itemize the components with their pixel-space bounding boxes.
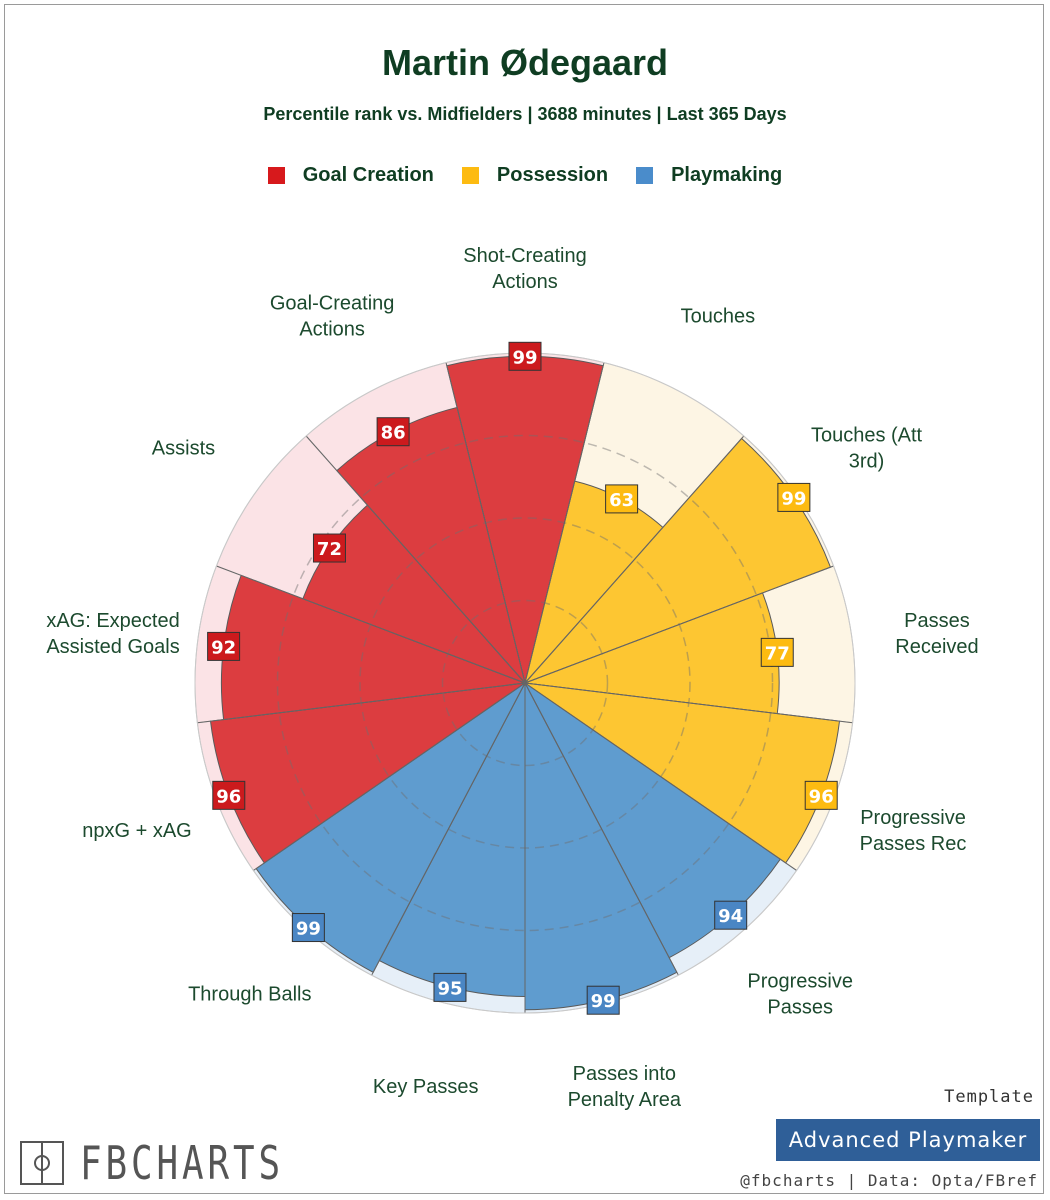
value-label-passes-received: 77 [765, 643, 790, 664]
category-label-touches-att-3rd: Touches (Att 3rd) [811, 424, 923, 472]
category-label-xag-expected-assisted-goals: xAG: Expected Assisted Goals [46, 610, 179, 658]
brand-text: FBCHARTS [80, 1136, 285, 1190]
value-label-key-passes: 95 [437, 978, 462, 999]
value-label-assists: 72 [317, 539, 342, 560]
separator-3 [524, 565, 834, 684]
separator-11 [216, 565, 526, 684]
legend-item-playmaking: Playmaking [636, 164, 782, 187]
separator-0 [445, 362, 526, 684]
value-label-goal-creating-actions: 86 [381, 423, 406, 444]
separator-2 [524, 435, 745, 684]
value-box-xag-expected-assisted-goals: 92 [207, 631, 241, 661]
value-box-progressive-passes-rec: 96 [804, 780, 838, 810]
value-box-assists: 72 [312, 533, 346, 563]
separator-8 [371, 682, 526, 976]
value-box-touches-att-3rd: 99 [777, 482, 811, 512]
legend-swatch-goal-creation [267, 167, 285, 184]
template-name-badge: Advanced Playmaker [776, 1119, 1040, 1161]
category-label-progressive-passes-rec: Progressive Passes Rec [860, 807, 967, 855]
separator-1 [524, 362, 605, 684]
category-label-passes-into-penalty-area: Passes into Penalty Area [568, 1063, 682, 1111]
category-label-key-passes: Key Passes [373, 1076, 479, 1098]
chart-title: Martin Ødegaard [381, 42, 669, 83]
legend: Goal Creation Possession Playmaking [0, 164, 1050, 187]
category-label-touches: Touches [681, 306, 756, 328]
category-label-assists: Assists [152, 437, 215, 459]
brand-logo: FBCHARTS [20, 1136, 342, 1190]
legend-item-possession: Possession [461, 164, 609, 187]
value-box-goal-creating-actions: 86 [376, 417, 410, 447]
chart-subtitle: Percentile rank vs. Midfielders | 3688 m… [263, 104, 787, 124]
legend-swatch-possession [461, 167, 479, 184]
value-box-key-passes: 95 [433, 972, 467, 1002]
category-label-goal-creating-actions: Goal-Creating Actions [270, 293, 395, 341]
legend-item-goal-creation: Goal Creation [267, 164, 434, 187]
value-label-touches-att-3rd: 99 [781, 488, 806, 509]
value-label-progressive-passes-rec: 96 [809, 786, 834, 807]
separator-5 [524, 682, 797, 871]
template-label: Template [944, 1087, 1034, 1107]
separator-6 [524, 682, 679, 976]
grid-ring-3 [276, 434, 774, 932]
grid-ring-1 [441, 599, 609, 767]
legend-label-playmaking: Playmaking [671, 164, 783, 186]
value-label-through-balls: 99 [296, 919, 321, 940]
value-box-passes-received: 77 [760, 637, 794, 667]
value-box-passes-into-penalty-area: 99 [586, 985, 620, 1015]
value-box-touches: 63 [605, 484, 639, 514]
value-box-through-balls: 99 [291, 913, 325, 943]
separator-10 [197, 682, 526, 724]
pitch-icon [20, 1141, 64, 1185]
credits-text: @fbcharts | Data: Opta/FBref [740, 1171, 1038, 1190]
value-box-shot-creating-actions: 99 [508, 341, 542, 371]
category-label-passes-received: Passes Received [895, 610, 978, 658]
value-label-touches: 63 [609, 490, 634, 511]
separator-9 [253, 682, 526, 871]
value-label-progressive-passes: 94 [718, 906, 743, 927]
legend-label-goal-creation: Goal Creation [302, 164, 434, 186]
category-label-shot-creating-actions: Shot-Creating Actions [463, 245, 586, 293]
chart-frame [4, 4, 1044, 1194]
value-label-xag-expected-assisted-goals: 92 [211, 637, 236, 658]
legend-label-possession: Possession [496, 164, 609, 186]
legend-swatch-playmaking [636, 167, 654, 184]
separator-4 [524, 682, 853, 724]
value-label-passes-into-penalty-area: 99 [591, 991, 616, 1012]
category-label-progressive-passes: Progressive Passes [747, 971, 853, 1019]
separator-12 [305, 435, 526, 684]
value-box-progressive-passes: 94 [714, 900, 748, 930]
category-label-npxg-xag: npxG + xAG [82, 820, 192, 842]
category-label-through-balls: Through Balls [188, 984, 311, 1006]
value-label-npxg-xag: 96 [216, 786, 241, 807]
value-box-npxg-xag: 96 [212, 780, 246, 810]
value-label-shot-creating-actions: 99 [512, 347, 537, 368]
